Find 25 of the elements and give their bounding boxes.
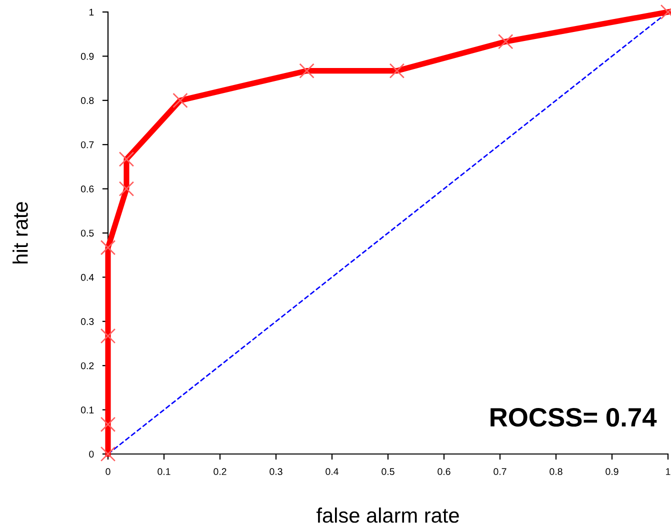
y-tick-label: 0.1 <box>80 406 94 414</box>
x-tick-label: 0.5 <box>382 468 394 476</box>
y-tick-label: 0.9 <box>80 52 94 60</box>
y-tick-label: 0.4 <box>80 274 94 281</box>
x-tick-label: 0.9 <box>606 468 618 476</box>
x-tick-label: 0.1 <box>158 468 170 476</box>
x-tick-label: 0.4 <box>326 468 338 476</box>
x-tick-label: 0 <box>106 468 110 476</box>
y-tick-label: 0.3 <box>80 318 94 326</box>
y-tick-label: 0.2 <box>80 362 94 370</box>
y-tick-label: 0.8 <box>80 97 94 104</box>
x-tick-label: 0.7 <box>494 468 506 476</box>
annotation: ROCSS= 0.74 <box>490 408 657 427</box>
y-tick-label: 1 <box>89 8 94 16</box>
y-tick-label: 0 <box>89 450 94 458</box>
y-tick-label: 0.6 <box>80 186 94 192</box>
x-tick-label: 0.2 <box>214 468 226 476</box>
y-tick-label: 0.5 <box>80 230 94 237</box>
x-tick-label: 0.6 <box>438 468 450 476</box>
y-axis-title: hit rate <box>12 202 28 264</box>
y-tick-label: 0.7 <box>80 141 94 148</box>
x-tick-label: 0.3 <box>270 468 282 476</box>
x-axis-title: false alarm rate <box>316 508 459 523</box>
x-tick-label: 1 <box>666 468 670 475</box>
x-tick-label: 0.8 <box>550 468 562 476</box>
